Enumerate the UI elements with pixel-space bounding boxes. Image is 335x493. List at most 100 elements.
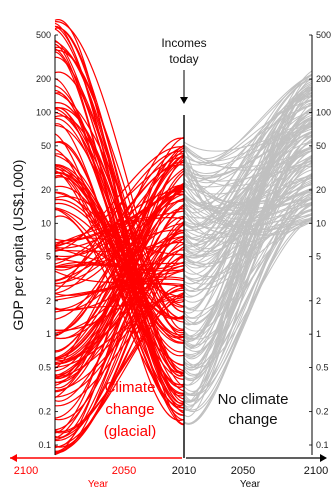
left-y-tick-label: 1 [46, 329, 51, 339]
left-y-tick-label: 500 [36, 30, 51, 40]
climate-change-label-line-2: change [105, 401, 154, 418]
no-climate-change-series [183, 118, 313, 280]
no-climate-change-series [183, 202, 313, 356]
climate-change-series [54, 210, 185, 246]
no-climate-change-series-group [183, 70, 313, 425]
climate-change-series [54, 299, 185, 433]
climate-change-series [54, 147, 185, 434]
climate-change-series [54, 232, 185, 434]
climate-change-series [54, 107, 185, 366]
climate-change-series [54, 136, 185, 419]
annotation-line-2: today [169, 52, 198, 66]
no-climate-change-series [183, 135, 313, 357]
no-climate-change-label-line-1: No climate [218, 391, 289, 408]
climate-change-series [54, 142, 185, 394]
no-climate-change-series [183, 190, 313, 293]
no-climate-change-series [183, 132, 313, 256]
climate-change-series [54, 216, 185, 447]
no-climate-change-series [183, 157, 313, 264]
climate-change-series [54, 144, 185, 320]
x-tick-right-2050: 2050 [231, 465, 255, 477]
no-climate-change-series [183, 169, 313, 360]
right-y-tick-label: 1 [316, 329, 321, 339]
climate-change-label-line-3: (glacial) [104, 423, 157, 440]
no-climate-change-label-line-2: change [228, 411, 277, 428]
no-climate-change-series [183, 122, 313, 275]
no-climate-change-series [183, 218, 313, 368]
no-climate-change-series [183, 217, 313, 402]
no-climate-change-series [183, 100, 313, 164]
right-y-tick-label: 2 [316, 296, 321, 306]
no-climate-change-series [183, 160, 313, 253]
no-climate-change-series [183, 89, 313, 368]
no-climate-change-series [183, 179, 313, 266]
no-climate-change-series [183, 198, 313, 227]
left-y-tick-label: 20 [41, 185, 51, 195]
no-climate-change-series [183, 110, 313, 269]
climate-change-series [54, 153, 185, 388]
climate-change-series [54, 195, 185, 307]
climate-change-series [54, 184, 185, 352]
no-climate-change-label: No climate change [218, 391, 289, 428]
climate-change-label-line-1: Climate [105, 379, 156, 396]
right-y-ticks: 500 200 100 50 20 10 5 2 1 0.5 0.2 0.1 [309, 30, 331, 450]
no-climate-change-series [183, 217, 313, 282]
climate-change-series [54, 77, 185, 421]
climate-change-series [54, 270, 185, 366]
left-y-tick-label: 0.2 [38, 407, 51, 417]
left-y-ticks: 500 200 100 50 20 10 5 2 1 0.5 0.2 0.1 [36, 30, 58, 450]
no-climate-change-series [183, 134, 313, 406]
no-climate-change-series [183, 165, 313, 182]
climate-change-series [54, 159, 185, 388]
climate-change-series [54, 137, 185, 331]
no-climate-change-series [183, 73, 313, 166]
no-climate-change-series [183, 74, 313, 160]
climate-change-series [54, 150, 185, 379]
x-label-right: Year [240, 479, 261, 490]
climate-change-series [54, 164, 185, 344]
no-climate-change-series [183, 181, 313, 212]
x-tick-right-2100: 2100 [304, 465, 328, 477]
right-y-tick-label: 20 [316, 185, 326, 195]
no-climate-change-series [183, 173, 313, 212]
right-y-tick-label: 100 [316, 107, 331, 117]
no-climate-change-series [183, 131, 313, 371]
climate-change-series [54, 156, 185, 248]
no-climate-change-series [183, 122, 313, 152]
climate-change-series [54, 236, 185, 439]
right-y-tick-label: 0.1 [316, 440, 329, 450]
no-climate-change-series [183, 198, 313, 382]
right-y-tick-label: 50 [316, 141, 326, 151]
left-y-tick-label: 200 [36, 74, 51, 84]
no-climate-change-series [183, 174, 313, 268]
climate-change-series [54, 237, 185, 252]
right-x-arrow-head [320, 454, 327, 462]
climate-change-series [54, 247, 185, 271]
annotation-line-1: Incomes [161, 36, 206, 50]
left-x-arrow-head [10, 454, 17, 462]
climate-change-series [54, 39, 185, 388]
climate-change-label: Climate change (glacial) [104, 379, 157, 440]
no-climate-change-series [183, 84, 313, 343]
no-climate-change-series [183, 123, 313, 319]
climate-change-series [54, 150, 185, 292]
climate-change-series [54, 56, 185, 338]
climate-change-series [54, 27, 185, 320]
x-label-left: Year [88, 479, 109, 490]
climate-change-series [54, 242, 185, 399]
climate-change-series [54, 154, 185, 284]
climate-change-series [54, 215, 185, 412]
left-y-tick-label: 10 [41, 218, 51, 228]
climate-change-series [54, 85, 185, 386]
x-tick-2010: 2010 [172, 465, 196, 477]
no-climate-change-series [183, 155, 313, 386]
x-tick-left-2050: 2050 [112, 465, 136, 477]
left-y-tick-label: 5 [46, 252, 51, 262]
no-climate-change-series [183, 157, 313, 325]
climate-change-series [54, 249, 185, 442]
annotation-arrow-head [180, 97, 188, 104]
y-axis-label: GDP per capita (US$1,000) [10, 160, 26, 331]
climate-change-series [54, 295, 185, 392]
right-y-tick-label: 500 [316, 30, 331, 40]
